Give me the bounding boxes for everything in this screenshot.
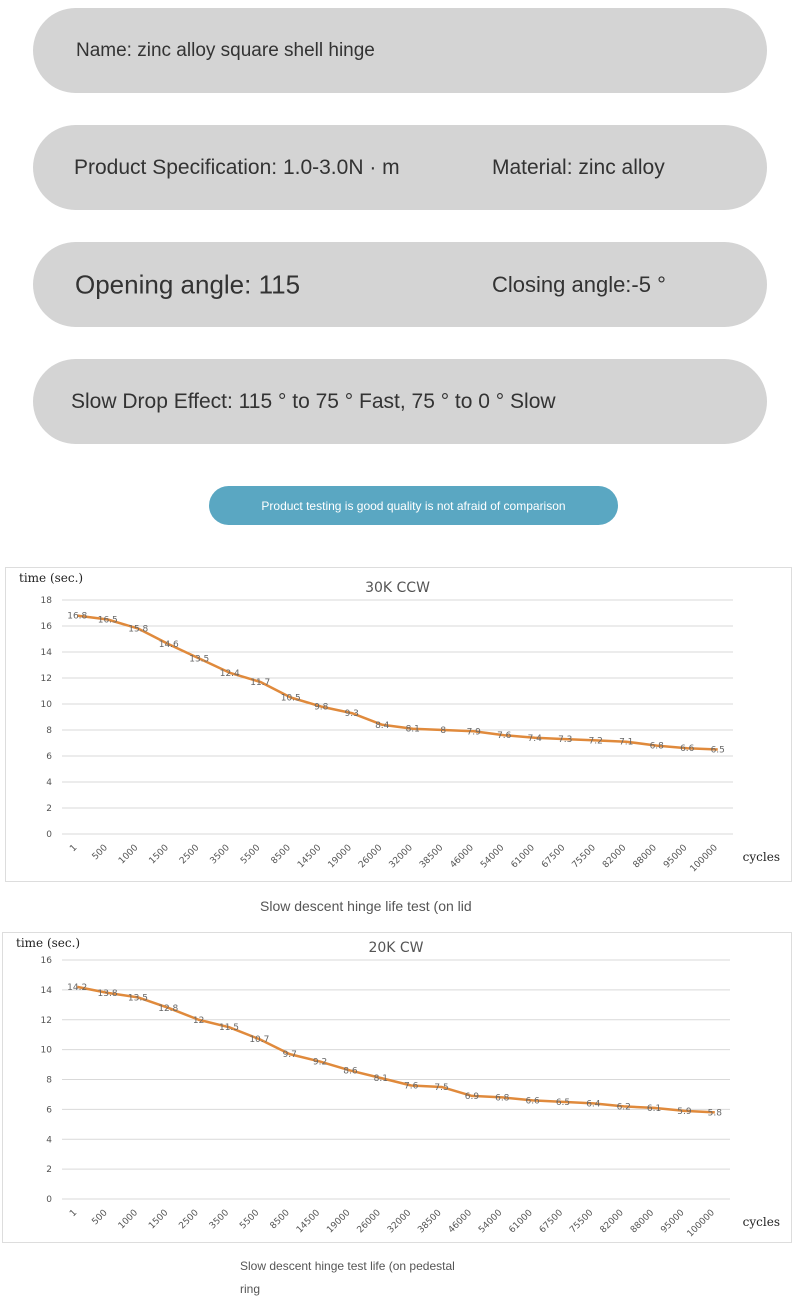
info-text: Name: zinc alloy square shell hinge [76, 39, 375, 61]
y-tick-label: 0 [46, 1195, 52, 1205]
chart-title: 30K CCW [365, 580, 430, 596]
data-label: 7.3 [558, 735, 572, 745]
x-tick-label: 1 [68, 843, 79, 854]
info-text: Closing angle:-5 ° [492, 271, 666, 297]
y-tick-label: 16 [41, 956, 53, 966]
y-tick-label: 6 [46, 752, 52, 762]
data-label: 13.5 [128, 993, 148, 1003]
info-row: Opening angle: 115 Closing angle:-5 ° [33, 242, 767, 327]
x-axis-label: cycles [743, 1215, 780, 1229]
banner-button[interactable]: Product testing is good quality is not a… [209, 486, 618, 525]
info-row: Product Specification: 1.0-3.0N · m Mate… [33, 125, 767, 210]
data-label: 10.5 [281, 694, 301, 704]
data-label: 9.8 [314, 703, 329, 713]
y-axis-label: time (sec.) [16, 936, 80, 950]
y-tick-label: 4 [46, 1135, 52, 1145]
caption: Slow descent hinge life test (on lid [260, 898, 472, 914]
data-label: 12.4 [220, 669, 240, 679]
data-label: 11.5 [219, 1023, 239, 1033]
data-label: 6.4 [586, 1099, 601, 1109]
data-label: 6.6 [525, 1096, 540, 1106]
data-label: 13.5 [189, 655, 209, 665]
y-tick-label: 14 [41, 986, 53, 996]
data-label: 9.7 [283, 1050, 297, 1060]
data-label: 12.8 [158, 1004, 178, 1014]
data-label: 6.2 [617, 1102, 631, 1112]
y-tick-label: 12 [41, 674, 52, 684]
y-tick-label: 6 [46, 1105, 52, 1115]
y-tick-label: 4 [46, 778, 52, 788]
y-tick-label: 10 [41, 1046, 53, 1056]
series-line [76, 985, 715, 1114]
y-tick-label: 2 [46, 804, 52, 814]
y-tick-label: 18 [41, 596, 53, 606]
data-label: 8 [440, 726, 446, 736]
data-label: 7.4 [528, 734, 543, 744]
y-tick-label: 14 [41, 648, 53, 658]
info-row: Slow Drop Effect: 115 ° to 75 ° Fast, 75… [33, 359, 767, 444]
data-label: 6.6 [680, 744, 695, 754]
data-label: 9.3 [345, 709, 359, 719]
data-label: 12 [193, 1016, 204, 1026]
y-tick-label: 16 [41, 622, 53, 632]
data-label: 15.8 [128, 625, 148, 635]
data-label: 5.9 [677, 1107, 692, 1117]
chart-frame [5, 567, 792, 882]
data-label: 7.2 [589, 736, 603, 746]
data-label: 6.5 [711, 746, 725, 756]
data-label: 14.6 [159, 640, 179, 650]
data-label: 6.9 [465, 1092, 480, 1102]
data-label: 7.5 [434, 1083, 448, 1093]
info-text: Product Specification: 1.0-3.0N · m [74, 155, 400, 179]
chart-frame [2, 932, 792, 1243]
y-tick-label: 8 [46, 1076, 52, 1086]
x-tick-label: 1 [68, 1208, 79, 1219]
data-label: 16.5 [98, 616, 118, 626]
caption: Slow descent hinge test life (on pedesta… [240, 1259, 455, 1296]
data-label: 9.2 [313, 1058, 327, 1068]
info-text: Opening angle: 115 [75, 269, 301, 299]
series-line [77, 614, 718, 751]
y-tick-label: 0 [46, 830, 52, 840]
data-label: 11.7 [250, 678, 270, 688]
y-tick-label: 2 [46, 1165, 52, 1175]
data-label: 6.8 [495, 1093, 510, 1103]
data-label: 8.6 [343, 1067, 358, 1077]
data-label: 7.1 [619, 738, 633, 748]
y-tick-label: 12 [41, 1016, 52, 1026]
data-label: 7.9 [467, 727, 482, 737]
info-row: Name: zinc alloy square shell hinge [33, 8, 767, 93]
data-label: 6.8 [650, 742, 665, 752]
data-label: 6.5 [556, 1098, 570, 1108]
data-label: 7.6 [497, 731, 512, 741]
x-axis-label: cycles [743, 850, 780, 864]
data-label: 10.7 [249, 1035, 269, 1045]
y-tick-label: 8 [46, 726, 52, 736]
data-label: 5.8 [708, 1108, 723, 1118]
data-label: 8.4 [375, 721, 390, 731]
data-label: 8.1 [374, 1074, 388, 1084]
y-tick-label: 10 [41, 700, 53, 710]
info-text: Slow Drop Effect: 115 ° to 75 ° Fast, 75… [71, 389, 556, 413]
data-label: 14.2 [67, 983, 87, 993]
data-label: 16.8 [67, 612, 87, 622]
y-axis-label: time (sec.) [19, 571, 83, 585]
data-label: 8.1 [406, 725, 420, 735]
data-label: 7.6 [404, 1081, 419, 1091]
data-label: 13.8 [98, 989, 118, 999]
data-label: 6.1 [647, 1104, 661, 1114]
chart-title: 20K CW [368, 940, 423, 956]
info-text: Material: zinc alloy [492, 155, 665, 179]
